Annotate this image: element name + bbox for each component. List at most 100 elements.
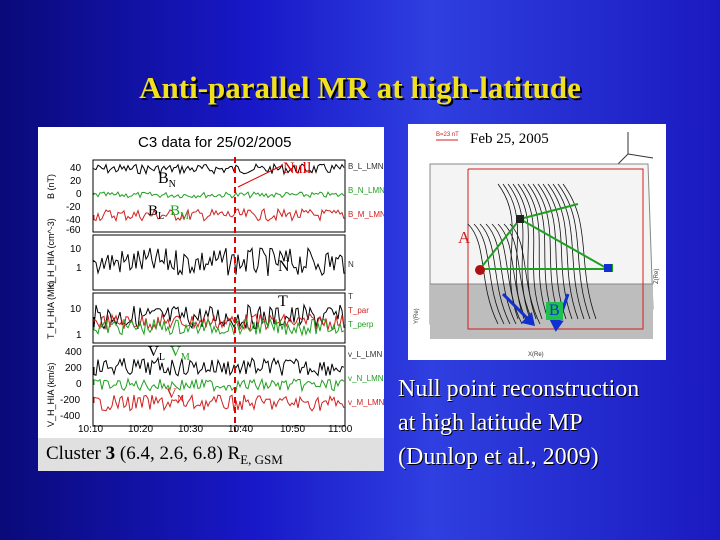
legend: B_L_LMN B_N_LMN B_M_LMN N T T_par T_perp… <box>348 162 386 407</box>
svg-text:-200: -200 <box>60 395 80 406</box>
legend-bm: B_M_LMN <box>348 210 384 219</box>
trace-temperature <box>93 303 345 330</box>
svg-text:10:20: 10:20 <box>128 424 153 435</box>
svg-text:10:40: 10:40 <box>228 424 253 435</box>
svg-text:1: 1 <box>76 330 82 341</box>
svg-text:10:30: 10:30 <box>178 424 203 435</box>
field-line <box>509 223 541 325</box>
field-line <box>552 183 585 320</box>
temperature-panel-frame <box>92 292 346 344</box>
svg-text:10:50: 10:50 <box>280 424 305 435</box>
trace-bl <box>93 162 345 176</box>
z-axis-label: Z(Re) <box>654 269 660 284</box>
timeseries-plot: C3 data for 25/02/2005 B (nT) n_H_HIA (c… <box>46 134 386 435</box>
legend-vn: v_N_LMN <box>348 374 384 383</box>
trace-bm <box>93 207 345 223</box>
legend-tpar: T_par <box>348 306 369 315</box>
null-point-a <box>475 265 485 275</box>
plot-title: C3 data for 25/02/2005 <box>138 134 291 151</box>
bm-label: BM <box>170 203 189 222</box>
svg-text:10: 10 <box>70 244 82 255</box>
svg-text:-40: -40 <box>66 215 81 226</box>
null-label: Null <box>283 160 312 177</box>
field-line <box>522 183 549 320</box>
legend-vm: v_M_LMN <box>348 398 384 407</box>
reference-text: Null point reconstruction at high latitu… <box>398 372 639 474</box>
label-b: B <box>546 302 563 320</box>
bn-label: BN <box>158 170 176 191</box>
trace-vn <box>93 377 345 393</box>
field-line <box>527 183 555 320</box>
svg-text:0: 0 <box>76 379 82 390</box>
caption-bar <box>38 438 384 471</box>
svg-text:1: 1 <box>76 263 82 274</box>
x-tick-labels: 10:10 10:20 10:30 10:40 10:50 11:00 <box>78 424 353 435</box>
svg-text:10:10: 10:10 <box>78 424 103 435</box>
data-traces <box>93 162 345 412</box>
svg-text:11:00: 11:00 <box>328 424 353 435</box>
red-frame <box>467 168 644 330</box>
legend-t: T <box>348 292 353 301</box>
legend-tperp: T_perp <box>348 320 374 329</box>
legend-vl: v_L_LMN <box>348 350 382 359</box>
y-axis-b: B (nT) <box>46 174 56 199</box>
y-axis-label: Y(Re) <box>414 308 420 324</box>
reference-line-3: (Dunlop et al., 2009) <box>398 444 599 470</box>
b-panel-frame <box>92 159 346 233</box>
field-line <box>491 223 523 325</box>
scale-label: B=23 nT <box>436 132 459 138</box>
y-axis-velocity: V_H_HIA (km/s) <box>46 362 56 427</box>
cluster-timeseries-figure: C3 data for 25/02/2005 B (nT) n_H_HIA (c… <box>38 127 386 471</box>
svg-text:40: 40 <box>70 163 82 174</box>
tetrahedron <box>479 203 609 270</box>
cluster-caption: Cluster 3 (6.4, 2.6, 6.8) RE, GSM <box>46 443 283 467</box>
field-line <box>473 223 505 325</box>
svg-text:0: 0 <box>76 189 82 200</box>
field-line <box>532 183 561 320</box>
figure-date: Feb 25, 2005 <box>470 131 549 147</box>
svg-text:200: 200 <box>65 363 82 374</box>
field-line <box>557 183 591 320</box>
null-reconstruction-figure: B=23 nT <box>408 124 666 360</box>
reference-line-1: Null point reconstruction <box>398 376 640 402</box>
field-line <box>497 223 529 325</box>
trace-density <box>93 246 345 277</box>
field-lines <box>467 183 597 325</box>
svg-text:-20: -20 <box>66 202 81 213</box>
field-line <box>562 183 597 320</box>
field-line <box>517 183 543 320</box>
svg-text:-400: -400 <box>60 411 80 422</box>
axis-triad <box>617 132 654 165</box>
slide-title: Anti-parallel MR at high-latitude <box>139 70 581 105</box>
label-a: A <box>458 228 471 247</box>
reconstruction-plot: B=23 nT <box>414 132 660 358</box>
vl-label: VL <box>148 344 165 363</box>
trace-vl <box>93 356 345 377</box>
svg-text:400: 400 <box>65 347 82 358</box>
t-label: T <box>278 293 288 310</box>
null-pointer-line <box>237 164 284 188</box>
field-line <box>485 223 517 325</box>
legend-bn: B_N_LMN <box>348 186 384 195</box>
field-line <box>537 183 567 320</box>
bl-label: BL <box>148 203 165 222</box>
density-panel-frame <box>92 234 346 291</box>
legend-bl: B_L_LMN <box>348 162 384 171</box>
y-axis-density: n_H_HIA (cm^-3) <box>46 218 56 287</box>
vn-label: VN <box>166 386 185 405</box>
n-label: N <box>278 258 290 275</box>
field-line <box>479 223 511 325</box>
reference-line-2: at high latitude MP <box>398 410 583 436</box>
trace-tperp <box>93 317 345 337</box>
vm-label: VM <box>170 344 190 363</box>
x-axis-label: X(Re) <box>528 352 544 358</box>
velocity-panel-frame <box>92 345 346 427</box>
y-axis-temperature: T_H_HIA (MK) <box>46 280 56 339</box>
trace-vm <box>93 393 345 412</box>
trace-bn <box>93 191 345 199</box>
svg-text:20: 20 <box>70 176 82 187</box>
legend-n: N <box>348 260 354 269</box>
svg-text:-60: -60 <box>66 225 81 236</box>
svg-text:10: 10 <box>70 304 82 315</box>
